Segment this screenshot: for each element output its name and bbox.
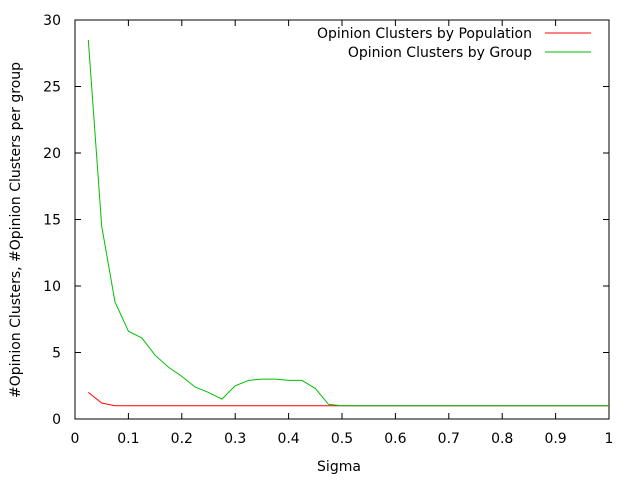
legend: Opinion Clusters by Population Opinion Cl… (317, 26, 591, 61)
y-tick-label: 20 (43, 146, 61, 162)
x-tick-label: 0.1 (117, 431, 139, 447)
x-axis-label: Sigma (317, 459, 361, 475)
axis-ticks (74, 19, 610, 420)
x-tick-labels: 0 0.1 0.2 0.3 0.4 0.5 0.6 0.7 0.8 0.9 1 (71, 431, 614, 447)
series-lines (87, 39, 609, 407)
x-tick-label: 0.7 (438, 431, 460, 447)
series-line-1 (87, 392, 609, 407)
x-tick-label: 0.9 (544, 431, 566, 447)
x-tick-label: 0.4 (277, 431, 299, 447)
y-tick-label: 15 (43, 213, 61, 229)
legend-label-1: Opinion Clusters by Population (317, 26, 532, 42)
x-tick-label: 0.6 (384, 431, 406, 447)
x-tick-label: 0.8 (491, 431, 513, 447)
legend-label-2: Opinion Clusters by Group (348, 45, 532, 61)
x-tick-label: 0.2 (171, 431, 193, 447)
plot-frame (74, 19, 610, 420)
y-tick-label: 5 (52, 346, 61, 362)
x-tick-label: 1 (605, 431, 614, 447)
x-tick-label: 0 (71, 431, 80, 447)
y-tick-label: 25 (43, 80, 61, 96)
y-axis-label: #Opinion Clusters, #Opinion Clusters per… (8, 62, 24, 398)
series-line-2 (87, 39, 609, 407)
x-tick-label: 0.3 (224, 431, 246, 447)
y-tick-labels: 0 5 10 15 20 25 30 (43, 13, 61, 428)
x-tick-label: 0.5 (331, 431, 353, 447)
y-tick-label: 0 (52, 412, 61, 428)
y-tick-label: 30 (43, 13, 61, 29)
y-tick-label: 10 (43, 279, 61, 295)
